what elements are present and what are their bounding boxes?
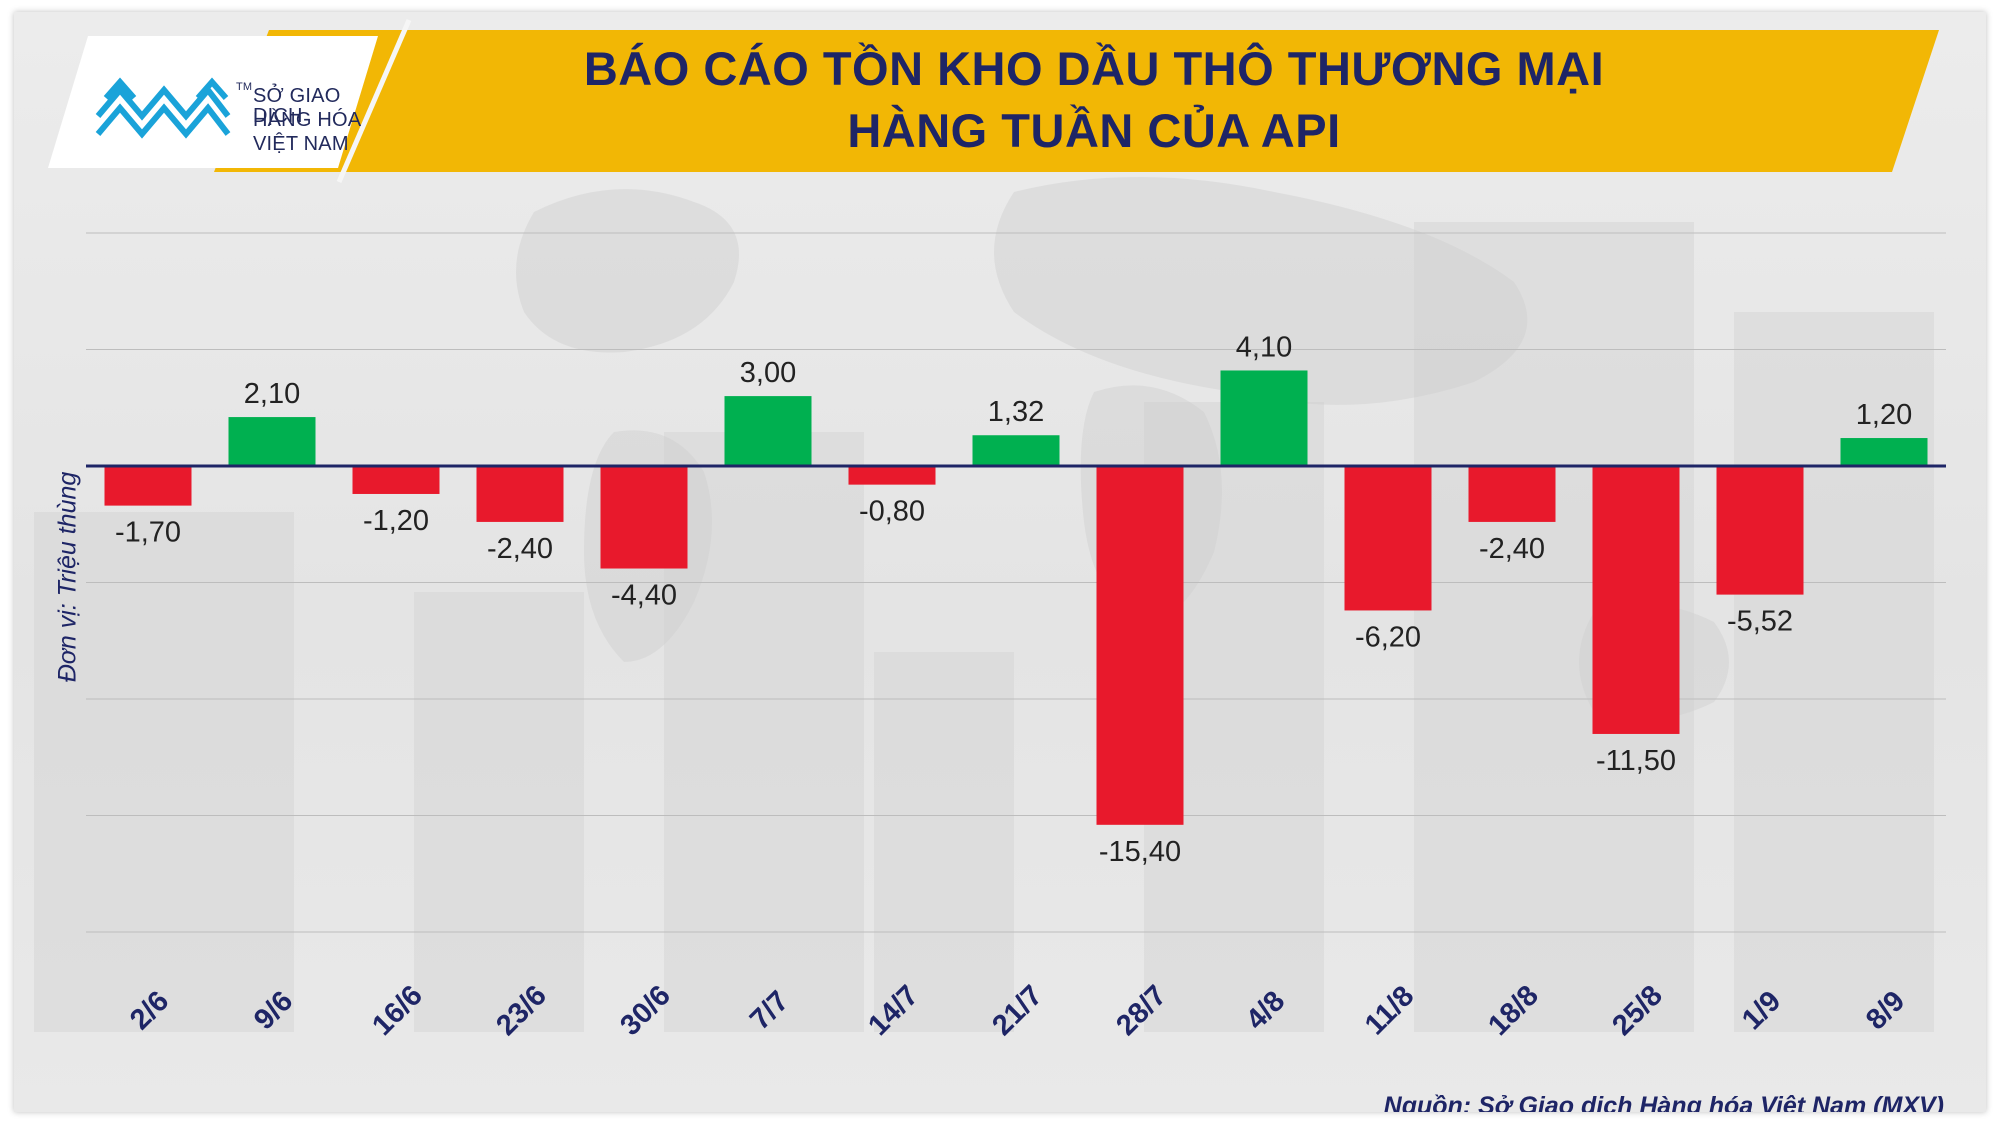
bar [476,466,564,522]
x-tick-label: 1/9 [1736,985,1787,1036]
mxv-logo-icon [95,77,231,139]
bar [352,466,440,494]
bar [1468,466,1556,522]
logo-trademark: TM [236,81,253,93]
data-label: -1,70 [115,517,181,549]
data-label: -15,40 [1099,836,1181,868]
logo: TM SỞ GIAO DỊCH HÀNG HÓA VIỆT NAM [48,36,378,168]
bar [600,466,688,569]
logo-line-3: VIỆT NAM [253,133,349,155]
data-label: -2,40 [1479,533,1545,565]
chart-title-line-1: BÁO CÁO TỒN KHO DẦU THÔ THƯƠNG MẠI [583,42,1605,95]
data-label: -2,40 [487,533,553,565]
bar [1840,438,1928,466]
data-label: 1,20 [1856,399,1912,431]
bar [228,417,316,466]
data-label: -0,80 [859,496,925,528]
source-note: Nguồn: Sở Giao dịch Hàng hóa Việt Nam (M… [1383,1092,1944,1112]
data-label: 4,10 [1236,331,1292,363]
x-tick-label: 18/8 [1482,979,1545,1042]
logo-line-1: SỞ GIAO DỊCH [253,85,341,127]
x-tick-label: 14/7 [862,979,925,1042]
x-tick-label: 23/6 [490,979,553,1042]
bar [724,396,812,466]
x-tick-label: 28/7 [1110,979,1173,1042]
bar [1096,466,1184,825]
logo-card-background [48,36,378,168]
x-tick-label: 21/7 [986,979,1049,1042]
x-tick-label: 16/6 [366,979,429,1042]
title-banner [214,19,1939,183]
data-label: -1,20 [363,505,429,537]
x-tick-label: 8/9 [1860,985,1911,1036]
bar [104,466,192,506]
bar [1716,466,1804,595]
chart-title: BÁO CÁO TỒN KHO DẦU THÔ THƯƠNG MẠI HÀNG … [394,38,1794,162]
data-label: 3,00 [740,357,796,389]
data-label: 1,32 [988,396,1044,428]
bar [848,466,936,485]
bar [1344,466,1432,611]
chart-title-line-2: HÀNG TUẦN CỦA API [847,104,1341,157]
data-label: -5,52 [1727,606,1793,638]
data-label: -11,50 [1596,745,1676,777]
x-tick-label: 2/6 [124,985,175,1036]
chart-plot: -1,70 2/6 2,10 9/6 -1,20 16/6 -2,40 23/6 -4,40 30… [86,232,1946,1042]
x-tick-label: 30/6 [614,979,677,1042]
logo-line-2: HÀNG HÓA [253,109,362,131]
bar [1592,466,1680,734]
x-tick-label: 7/7 [744,985,795,1036]
bar [1220,370,1308,466]
x-tick-label: 4/8 [1240,985,1291,1036]
data-label: 2,10 [244,378,300,410]
x-tick-label: 9/6 [248,985,299,1036]
bar [972,435,1060,466]
x-tick-label: 11/8 [1359,980,1420,1041]
data-label: -6,20 [1355,621,1421,653]
chart-frame: TM SỞ GIAO DỊCH HÀNG HÓA VIỆT NAM BÁO CÁ… [14,12,1986,1112]
x-tick-label: 25/8 [1606,979,1669,1042]
data-label: -4,40 [611,580,677,612]
